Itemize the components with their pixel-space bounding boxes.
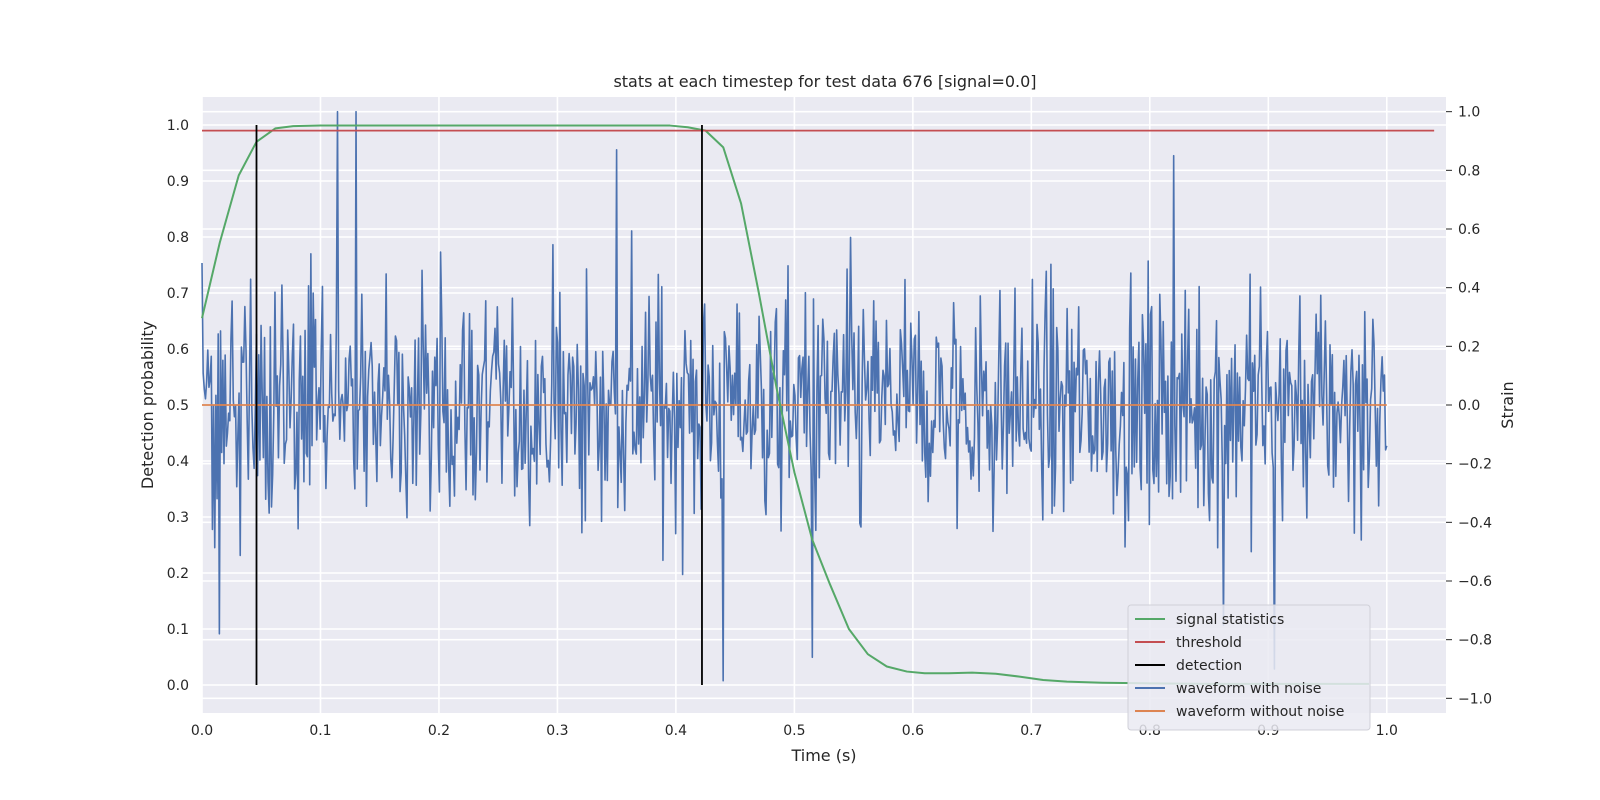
series-waveform-with-noise (201, 110, 1388, 682)
y-axis-right-label: Strain (1498, 381, 1517, 428)
y-right-tick-label: 0.6 (1458, 222, 1480, 238)
x-tick-label: 0.0 (191, 723, 213, 739)
x-tick-label: 0.4 (665, 723, 687, 739)
y-left-tick-label: 1.0 (167, 118, 189, 134)
y-left-tick-label: 0.9 (167, 174, 189, 190)
y-left-tick-label: 0.4 (167, 454, 189, 470)
legend: signal statistics threshold detection wavef… (1127, 604, 1371, 731)
y-left-tick-label: 0.2 (167, 566, 189, 582)
y-right-tick-label: 0.2 (1458, 339, 1480, 355)
y-left-tick-label: 0.5 (167, 398, 189, 414)
legend-entry: signal statistics (1176, 612, 1284, 628)
legend-entry: threshold (1176, 635, 1242, 651)
y-right-tick-label: 0.8 (1458, 163, 1480, 179)
y-axis-right: −1.0 −0.8 −0.6 −0.4 −0.2 0.0 0.2 0.4 0.6 0.8 1.0 (1446, 105, 1492, 707)
y-left-tick-label: 0.1 (167, 622, 189, 638)
y-right-tick-label: −1.0 (1458, 691, 1492, 707)
y-axis-left-label: Detection probability (138, 321, 157, 489)
x-axis-label: Time (s) (790, 746, 856, 765)
series-signal-statistics (201, 124, 1369, 685)
chart-title: stats at each timestep for test data 676… (613, 72, 1036, 91)
series-layer (201, 110, 1435, 685)
legend-entry: waveform without noise (1176, 704, 1344, 720)
y-left-tick-label: 0.7 (167, 286, 189, 302)
y-right-tick-label: 0.0 (1458, 398, 1480, 414)
y-left-tick-label: 0.0 (167, 678, 189, 694)
y-right-tick-label: −0.8 (1458, 633, 1492, 649)
y-right-tick-label: 1.0 (1458, 105, 1480, 121)
x-tick-label: 0.6 (902, 723, 924, 739)
x-tick-label: 0.2 (428, 723, 450, 739)
legend-entry: detection (1176, 658, 1242, 674)
x-tick-label: 0.3 (546, 723, 568, 739)
legend-entry: waveform with noise (1176, 681, 1321, 697)
y-left-tick-label: 0.6 (167, 342, 189, 358)
y-right-tick-label: 0.4 (1458, 281, 1480, 297)
x-tick-label: 0.1 (309, 723, 331, 739)
y-right-tick-label: −0.4 (1458, 515, 1492, 531)
x-tick-label: 0.5 (783, 723, 805, 739)
legend-box (1127, 604, 1371, 731)
x-tick-label: 0.7 (1020, 723, 1042, 739)
y-right-tick-label: −0.2 (1458, 457, 1492, 473)
y-left-tick-label: 0.8 (167, 230, 189, 246)
x-tick-label: 1.0 (1376, 723, 1398, 739)
y-left-tick-label: 0.3 (167, 510, 189, 526)
y-axis-left: 0.0 0.1 0.2 0.3 0.4 0.5 0.6 0.7 0.8 0.9 1.0 (167, 118, 189, 694)
y-right-tick-label: −0.6 (1458, 574, 1492, 590)
